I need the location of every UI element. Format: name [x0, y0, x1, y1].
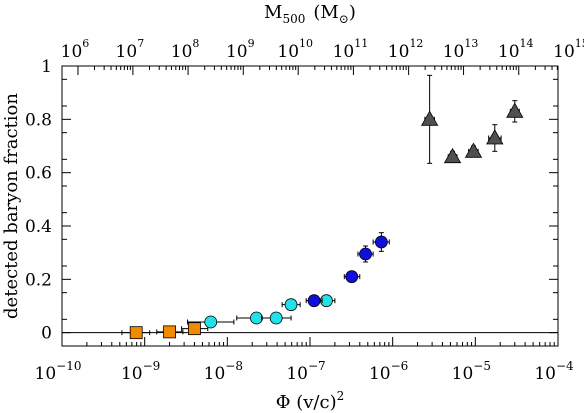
data-point-circle: [359, 247, 372, 261]
data-point-square: [163, 325, 176, 339]
data-point-circle: [250, 311, 263, 325]
top-tick-label: 1013: [443, 37, 479, 62]
y-tick-label: 1: [41, 57, 52, 77]
data-point-triangle: [443, 147, 462, 164]
y-axis-title: detected baryon fraction: [1, 93, 22, 319]
top-tick-label: 108: [171, 37, 200, 62]
x-tick-label: 10−6: [369, 359, 408, 384]
data-points: [121, 74, 524, 340]
y-tick-label: 0: [41, 324, 52, 344]
top-tick-label: 106: [61, 37, 90, 62]
y-tick-label: 0.8: [25, 110, 52, 130]
top-tick-label: 1014: [498, 37, 534, 62]
x-tick-label: 10−4: [534, 359, 574, 384]
x-tick-label: 10−10: [35, 359, 82, 384]
y-tick-label: 0.4: [25, 217, 52, 237]
data-point-square: [129, 326, 143, 340]
top-tick-label: 1015: [553, 37, 584, 62]
data-point-circle: [204, 315, 218, 329]
top-tick-label: 1012: [388, 37, 424, 62]
x-tick-label: 10−7: [286, 359, 325, 384]
x-tick-label: 10−5: [452, 359, 491, 384]
y-tick-label: 0.2: [25, 270, 52, 290]
data-point-triangle: [464, 142, 483, 158]
data-point-triangle: [420, 110, 439, 126]
y-tick-label: 0.6: [25, 164, 52, 184]
top-tick-label: 109: [226, 37, 255, 62]
top-tick-label: 107: [116, 37, 145, 62]
data-point-triangle: [506, 102, 524, 118]
top-axis-title: M500 (M⊙): [264, 2, 356, 26]
axis-ticks: [61, 65, 559, 346]
data-point-square: [188, 322, 201, 336]
top-tick-label: 1010: [277, 37, 313, 62]
x-axis-title: Φ (v/c)2: [276, 389, 344, 413]
data-point-circle: [284, 298, 298, 312]
data-point-triangle: [486, 129, 504, 145]
top-tick-label: 1011: [333, 37, 369, 62]
data-point-circle: [269, 311, 283, 325]
x-tick-label: 10−9: [121, 359, 160, 384]
data-point-circle: [307, 294, 321, 308]
data-point-circle: [345, 270, 359, 284]
data-point-circle: [374, 235, 388, 249]
x-tick-label: 10−8: [204, 359, 243, 384]
